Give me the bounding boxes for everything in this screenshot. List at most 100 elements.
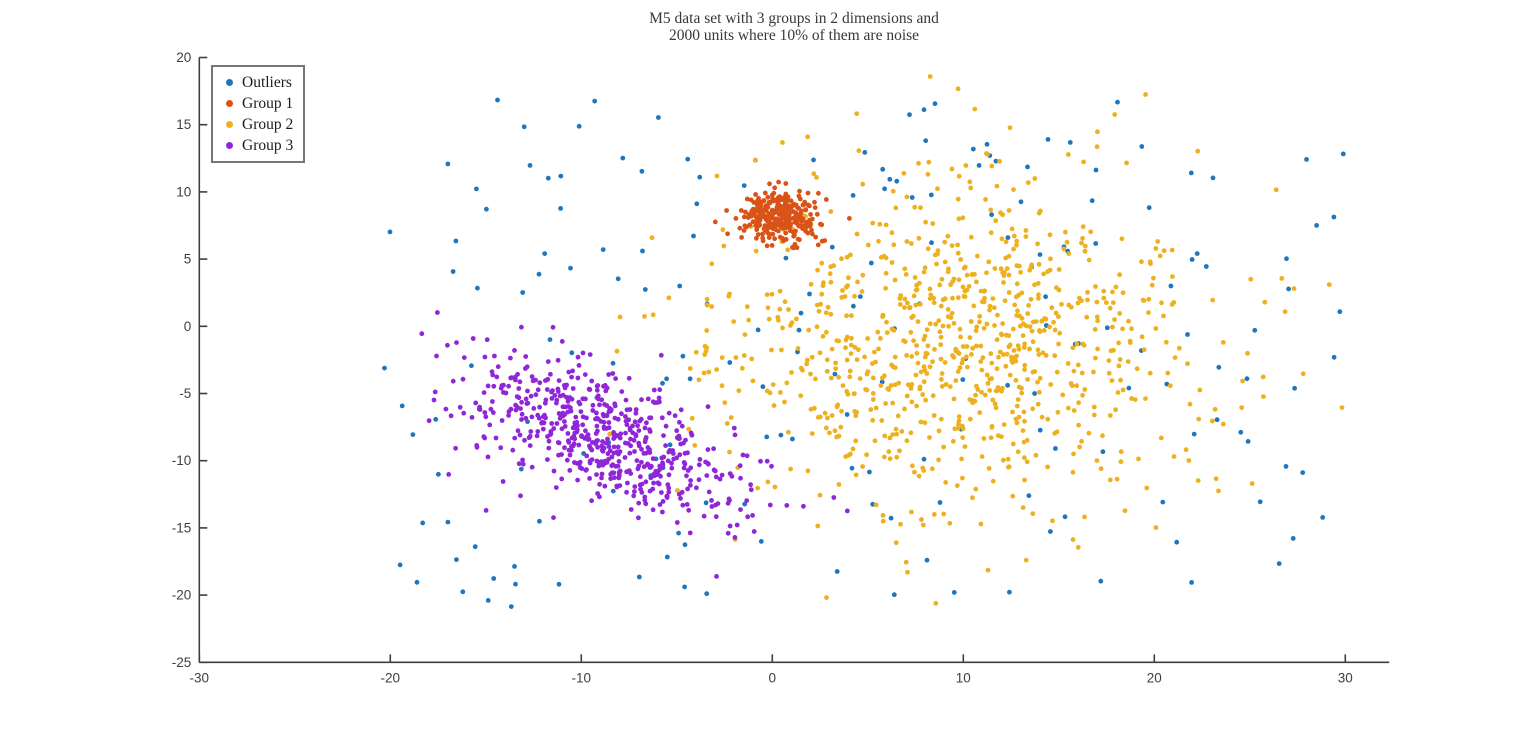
data-point (1196, 416, 1202, 422)
data-point (1118, 459, 1124, 465)
data-point (461, 355, 467, 360)
data-point (579, 434, 585, 439)
data-point (680, 502, 686, 508)
data-point (918, 419, 924, 425)
data-point (636, 574, 642, 580)
data-point (766, 316, 772, 322)
data-point (729, 473, 735, 479)
data-point (1005, 235, 1011, 241)
data-point (1081, 342, 1087, 348)
data-point (461, 410, 467, 416)
data-point (806, 327, 812, 333)
data-point (970, 146, 976, 152)
data-point (950, 438, 956, 444)
data-point (610, 371, 616, 376)
data-point (666, 489, 672, 495)
data-point (1075, 544, 1081, 550)
data-point (1197, 387, 1203, 393)
data-point (791, 245, 797, 251)
data-point (619, 411, 624, 417)
data-point (450, 378, 456, 384)
data-point (950, 295, 955, 301)
data-point (1304, 157, 1309, 162)
data-point (916, 160, 921, 166)
data-point (973, 486, 979, 492)
data-point (626, 375, 632, 381)
data-point (870, 220, 876, 226)
data-point (645, 445, 651, 450)
data-point (647, 488, 653, 494)
data-point (640, 248, 645, 254)
data-point (1132, 397, 1138, 402)
data-point (536, 415, 542, 421)
data-point (410, 432, 416, 437)
data-point (523, 354, 529, 359)
data-point (1117, 357, 1123, 362)
data-point (977, 410, 983, 415)
data-point (639, 481, 645, 487)
data-point (991, 305, 997, 311)
data-point (1195, 478, 1201, 483)
data-point (642, 287, 648, 292)
data-point (909, 195, 915, 200)
data-point (1081, 159, 1086, 165)
data-point (843, 345, 848, 351)
data-point (937, 329, 943, 335)
data-point (966, 284, 972, 289)
data-point (1092, 327, 1098, 332)
data-point (1041, 328, 1047, 333)
data-point (632, 489, 637, 494)
data-point (709, 261, 715, 267)
data-point (783, 181, 789, 186)
data-point (1023, 228, 1029, 233)
data-point (1086, 257, 1092, 263)
data-point (990, 397, 996, 403)
data-point (1052, 353, 1058, 359)
data-point (887, 176, 893, 182)
data-point (583, 396, 588, 402)
data-point (770, 382, 776, 387)
data-point (637, 418, 643, 424)
data-point (1036, 261, 1042, 267)
data-point (989, 212, 994, 218)
data-point (925, 343, 931, 349)
data-point (927, 364, 933, 370)
data-point (913, 372, 919, 378)
data-point (860, 464, 865, 469)
data-point (1108, 348, 1114, 354)
data-point (824, 595, 829, 600)
data-point (889, 326, 895, 332)
data-point (1262, 299, 1268, 305)
data-point (935, 248, 941, 254)
data-point (445, 342, 450, 348)
data-point (918, 205, 923, 211)
data-point (847, 216, 852, 221)
data-point (868, 407, 874, 412)
data-point (587, 476, 592, 481)
data-point (936, 318, 942, 324)
data-point (973, 328, 979, 334)
data-point (508, 355, 513, 361)
data-point (1110, 289, 1115, 295)
data-point (763, 217, 769, 223)
data-point (676, 530, 681, 536)
data-point (499, 383, 505, 388)
data-point (473, 400, 479, 406)
x-tick-label: 10 (956, 670, 971, 685)
data-point (1011, 233, 1017, 239)
data-point (721, 243, 727, 249)
data-point (659, 490, 664, 495)
data-point (545, 377, 550, 382)
data-point (712, 468, 718, 474)
data-point (627, 427, 633, 433)
data-point (1279, 276, 1285, 281)
data-point (846, 452, 852, 458)
data-point (454, 340, 459, 345)
data-point (825, 304, 831, 310)
data-point (603, 388, 609, 394)
data-point (992, 323, 997, 328)
data-point (1074, 383, 1080, 389)
x-tick-label: 20 (1147, 670, 1162, 685)
data-point (852, 293, 857, 299)
data-point (569, 374, 574, 380)
